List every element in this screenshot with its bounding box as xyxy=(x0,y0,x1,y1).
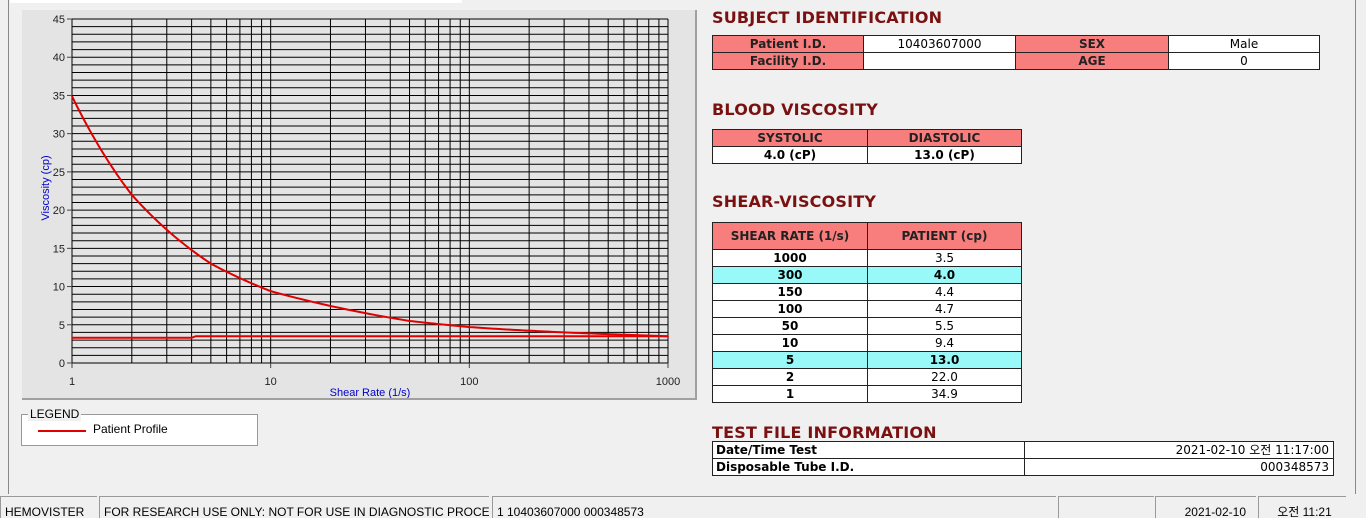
data-point xyxy=(210,262,212,265)
status-app: HEMOVISTER xyxy=(0,496,97,518)
y-tick-label: 15 xyxy=(53,243,65,255)
data-point xyxy=(269,290,272,292)
data-point xyxy=(195,335,197,338)
test-file-table: Date/Time Test 2021-02-10 오전 11:17:00 Di… xyxy=(712,441,1334,476)
shear-value-cell: 22.0 xyxy=(867,368,1022,386)
facility-id-value xyxy=(863,52,1016,70)
status-bar: HEMOVISTER FOR RESEARCH USE ONLY: NOT FO… xyxy=(0,496,1366,518)
x-tick-label: 100 xyxy=(460,376,478,388)
y-tick-label: 45 xyxy=(53,14,65,26)
shear-row: 10 9.4 xyxy=(712,334,1022,352)
y-tick-label: 20 xyxy=(53,205,65,217)
tube-id-label: Disposable Tube I.D. xyxy=(712,458,1025,476)
shear-value-cell: 34.9 xyxy=(867,385,1022,403)
x-tick-label: 10 xyxy=(265,376,277,388)
data-point xyxy=(131,194,133,196)
shear-value-cell: 5.5 xyxy=(867,317,1022,335)
data-point xyxy=(667,335,669,338)
datetime-label: Date/Time Test xyxy=(712,441,1025,459)
shear-rate-header: SHEAR RATE (1/s) xyxy=(712,222,868,250)
sex-label: SEX xyxy=(1015,35,1169,53)
shear-row: 5 13.0 xyxy=(712,351,1022,369)
shear-value-cell: 4.4 xyxy=(867,283,1022,301)
shear-row: 1000 3.5 xyxy=(712,249,1022,267)
datetime-value: 2021-02-10 오전 11:17:00 xyxy=(1024,441,1334,459)
tube-id-value: 000348573 xyxy=(1024,458,1334,476)
shear-row: 300 4.0 xyxy=(712,266,1022,284)
legend-swatch xyxy=(38,430,86,432)
subject-title: SUBJECT IDENTIFICATION xyxy=(712,8,943,27)
shear-row: 50 5.5 xyxy=(712,317,1022,335)
data-point xyxy=(408,320,411,322)
shear-value-cell: 4.7 xyxy=(867,300,1022,318)
systolic-label: SYSTOLIC xyxy=(712,129,868,147)
test-file-title: TEST FILE INFORMATION xyxy=(712,423,937,442)
blood-viscosity-title: BLOOD VISCOSITY xyxy=(712,100,879,119)
status-date: 2021-02-10 xyxy=(1155,496,1256,518)
diastolic-value: 13.0 (cP) xyxy=(867,146,1022,164)
y-tick-label: 0 xyxy=(59,358,65,370)
shear-row: 1 34.9 xyxy=(712,385,1022,403)
shear-rate-cell: 1000 xyxy=(712,249,868,267)
y-tick-label: 5 xyxy=(59,320,65,332)
window-border xyxy=(8,0,9,494)
y-tick-label: 30 xyxy=(53,129,65,141)
status-notice: FOR RESEARCH USE ONLY: NOT FOR USE IN DI… xyxy=(99,496,489,518)
y-tick-label: 25 xyxy=(53,167,65,179)
shear-rate-cell: 10 xyxy=(712,334,868,352)
x-axis-label: Shear Rate (1/s) xyxy=(330,387,411,398)
shear-rate-cell: 150 xyxy=(712,283,868,301)
shear-rate-cell: 100 xyxy=(712,300,868,318)
age-label: AGE xyxy=(1015,52,1169,70)
shear-rate-cell: 50 xyxy=(712,317,868,335)
legend-item: Patient Profile xyxy=(93,422,168,436)
facility-id-label: Facility I.D. xyxy=(712,52,864,70)
y-tick-label: 35 xyxy=(53,90,65,102)
shear-rate-cell: 1 xyxy=(712,385,868,403)
subject-table: Patient I.D. 10403607000 SEX Male Facili… xyxy=(712,35,1320,70)
top-strip xyxy=(10,0,462,3)
status-record: 1 10403607000 000348573 xyxy=(492,496,1056,518)
window-border xyxy=(1355,0,1356,494)
data-point xyxy=(190,336,193,339)
shear-rate-cell: 2 xyxy=(712,368,868,386)
status-empty xyxy=(1058,496,1154,518)
shear-row: 100 4.7 xyxy=(712,300,1022,318)
data-point xyxy=(71,336,73,339)
shear-value-cell: 13.0 xyxy=(867,351,1022,369)
diastolic-label: DIASTOLIC xyxy=(867,129,1022,147)
status-time: 오전 11:21 xyxy=(1258,496,1346,518)
series-line-1 xyxy=(72,335,668,339)
y-tick-label: 40 xyxy=(53,52,65,64)
data-point xyxy=(503,328,506,331)
patient-header: PATIENT (cp) xyxy=(867,222,1022,250)
x-tick-label: 1 xyxy=(69,376,75,388)
data-point xyxy=(71,95,73,98)
viscosity-chart: 0 5 10 15 20 25 30 35 40 45 1 10 100 1000 Shear Rate … xyxy=(40,14,680,399)
y-tick-label: 10 xyxy=(53,282,65,294)
systolic-value: 4.0 (cP) xyxy=(712,146,868,164)
patient-id-label: Patient I.D. xyxy=(712,35,864,53)
shear-row: 2 22.0 xyxy=(712,368,1022,386)
shear-viscosity-title: SHEAR-VISCOSITY xyxy=(712,192,877,211)
y-axis-label: Viscosity (cp) xyxy=(40,155,52,220)
shear-value-cell: 3.5 xyxy=(867,249,1022,267)
shear-rate-cell: 300 xyxy=(712,266,868,284)
x-tick-label: 1000 xyxy=(656,376,680,388)
shear-rate-cell: 5 xyxy=(712,351,868,369)
legend-title: LEGEND xyxy=(28,407,82,421)
patient-id-value: 10403607000 xyxy=(863,35,1016,53)
shear-viscosity-table: SHEAR RATE (1/s) PATIENT (cp) 1000 3.5 300… xyxy=(712,222,1022,403)
chart-panel: 0 5 10 15 20 25 30 35 40 45 1 10 100 1000 Shear Rate … xyxy=(22,10,697,400)
data-point xyxy=(563,331,565,334)
shear-value-cell: 4.0 xyxy=(867,266,1022,284)
blood-viscosity-table: SYSTOLIC DIASTOLIC 4.0 (cP) 13.0 (cP) xyxy=(712,129,1022,164)
age-value: 0 xyxy=(1168,52,1320,70)
series-line-0 xyxy=(71,95,669,338)
shear-row: 150 4.4 xyxy=(712,283,1022,301)
sex-value: Male xyxy=(1168,35,1320,53)
shear-value-cell: 9.4 xyxy=(867,334,1022,352)
data-point xyxy=(468,326,471,328)
